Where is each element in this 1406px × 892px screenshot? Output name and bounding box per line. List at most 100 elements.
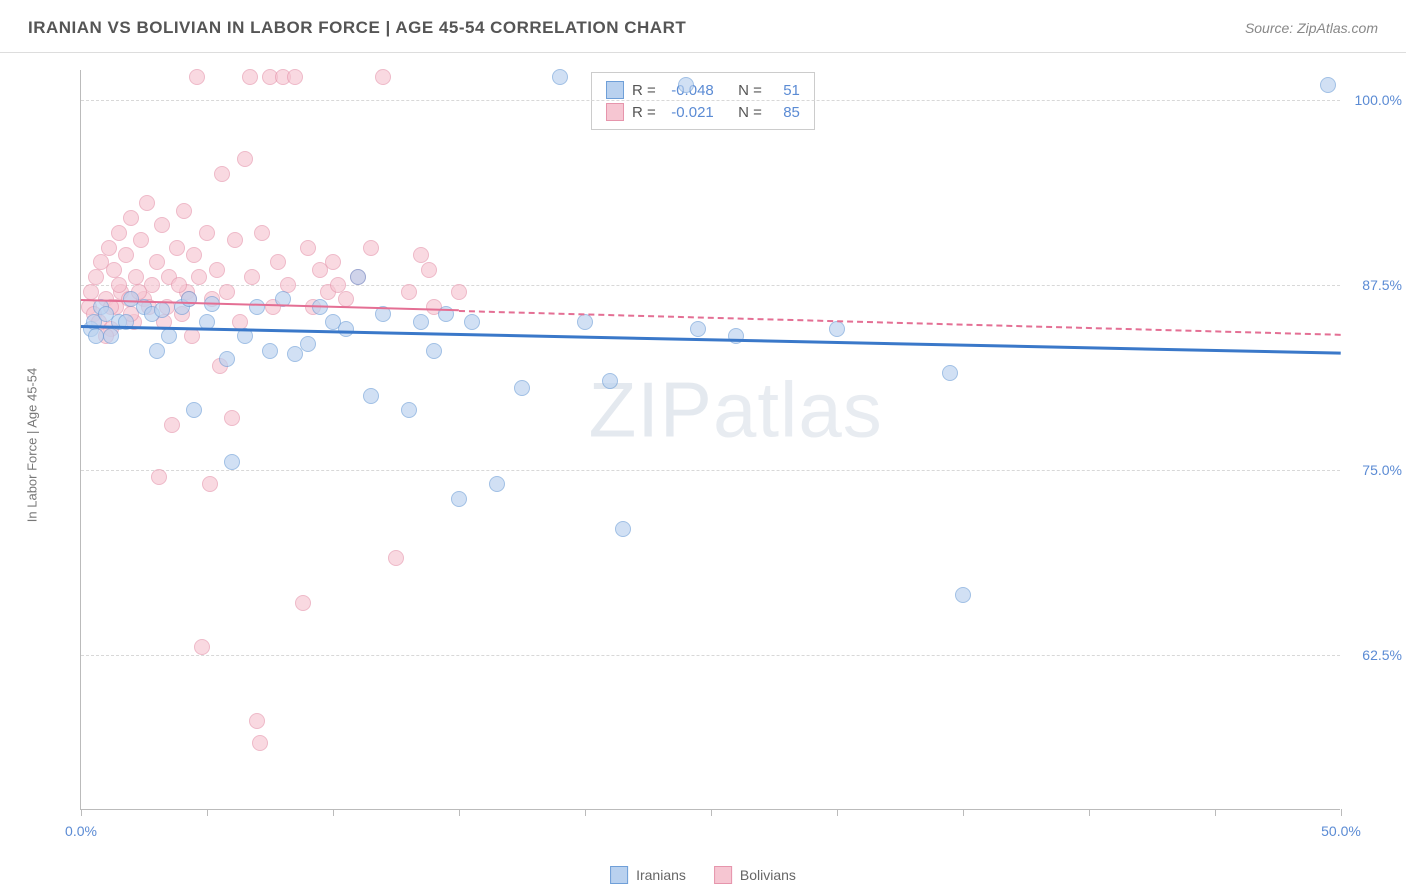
- stat-n-label: N =: [738, 82, 762, 99]
- data-point: [176, 203, 192, 219]
- data-point: [728, 328, 744, 344]
- legend-item: Iranians: [610, 866, 686, 884]
- data-point: [88, 269, 104, 285]
- data-point: [227, 232, 243, 248]
- data-point: [690, 321, 706, 337]
- data-point: [829, 321, 845, 337]
- data-point: [106, 262, 122, 278]
- xtick: [963, 809, 964, 816]
- legend-swatch: [714, 866, 732, 884]
- data-point: [552, 69, 568, 85]
- xtick: [459, 809, 460, 816]
- legend-label: Iranians: [636, 867, 686, 883]
- xtick-label: 0.0%: [65, 823, 97, 839]
- data-point: [219, 351, 235, 367]
- data-point: [184, 328, 200, 344]
- data-point: [83, 284, 99, 300]
- data-point: [154, 302, 170, 318]
- gridline: [81, 100, 1340, 101]
- data-point: [388, 550, 404, 566]
- xtick: [1089, 809, 1090, 816]
- data-point: [139, 195, 155, 211]
- stat-n-value: 51: [770, 82, 800, 99]
- data-point: [242, 69, 258, 85]
- data-point: [464, 314, 480, 330]
- data-point: [164, 417, 180, 433]
- data-point: [375, 69, 391, 85]
- xtick: [207, 809, 208, 816]
- data-point: [133, 232, 149, 248]
- data-point: [252, 735, 268, 751]
- xtick: [1215, 809, 1216, 816]
- stats-legend: R =-0.048 N =51R =-0.021 N =85: [591, 72, 815, 130]
- data-point: [186, 402, 202, 418]
- data-point: [287, 69, 303, 85]
- data-point: [118, 247, 134, 263]
- data-point: [262, 343, 278, 359]
- stat-r-label: R =: [632, 104, 656, 121]
- chart-source: Source: ZipAtlas.com: [1245, 20, 1378, 36]
- gridline: [81, 285, 1340, 286]
- plot-region: ZIPatlas R =-0.048 N =51R =-0.021 N =85 …: [80, 70, 1340, 810]
- data-point: [413, 247, 429, 263]
- data-point: [330, 277, 346, 293]
- data-point: [489, 476, 505, 492]
- data-point: [1320, 77, 1336, 93]
- data-point: [123, 210, 139, 226]
- stat-r-value: -0.021: [664, 104, 714, 121]
- legend-swatch: [610, 866, 628, 884]
- xtick: [711, 809, 712, 816]
- data-point: [451, 491, 467, 507]
- chart-header: IRANIAN VS BOLIVIAN IN LABOR FORCE | AGE…: [0, 0, 1406, 53]
- data-point: [325, 254, 341, 270]
- data-point: [88, 328, 104, 344]
- xtick: [81, 809, 82, 816]
- data-point: [186, 247, 202, 263]
- ytick-label: 100.0%: [1355, 92, 1402, 108]
- xtick: [837, 809, 838, 816]
- series-legend: Iranians Bolivians: [610, 866, 796, 884]
- stat-n-value: 85: [770, 104, 800, 121]
- xtick: [1341, 809, 1342, 816]
- y-axis-label: In Labor Force | Age 45-54: [25, 368, 40, 522]
- data-point: [161, 328, 177, 344]
- xtick: [333, 809, 334, 816]
- data-point: [181, 291, 197, 307]
- data-point: [128, 269, 144, 285]
- legend-swatch: [606, 81, 624, 99]
- data-point: [401, 402, 417, 418]
- data-point: [451, 284, 467, 300]
- ytick-label: 87.5%: [1362, 277, 1402, 293]
- data-point: [101, 240, 117, 256]
- data-point: [249, 713, 265, 729]
- data-point: [191, 269, 207, 285]
- data-point: [149, 254, 165, 270]
- data-point: [209, 262, 225, 278]
- legend-item: Bolivians: [714, 866, 796, 884]
- data-point: [577, 314, 593, 330]
- data-point: [202, 476, 218, 492]
- data-point: [401, 284, 417, 300]
- data-point: [244, 269, 260, 285]
- data-point: [189, 69, 205, 85]
- data-point: [426, 343, 442, 359]
- ytick-label: 62.5%: [1362, 647, 1402, 663]
- data-point: [270, 254, 286, 270]
- data-point: [219, 284, 235, 300]
- data-point: [103, 328, 119, 344]
- gridline: [81, 470, 1340, 471]
- data-point: [224, 454, 240, 470]
- watermark-thin: atlas: [713, 365, 883, 453]
- data-point: [111, 277, 127, 293]
- data-point: [300, 240, 316, 256]
- data-point: [338, 321, 354, 337]
- data-point: [955, 587, 971, 603]
- data-point: [249, 299, 265, 315]
- stat-r-label: R =: [632, 82, 656, 99]
- data-point: [237, 151, 253, 167]
- stat-n-label: N =: [738, 104, 762, 121]
- data-point: [363, 240, 379, 256]
- data-point: [169, 240, 185, 256]
- data-point: [942, 365, 958, 381]
- data-point: [199, 225, 215, 241]
